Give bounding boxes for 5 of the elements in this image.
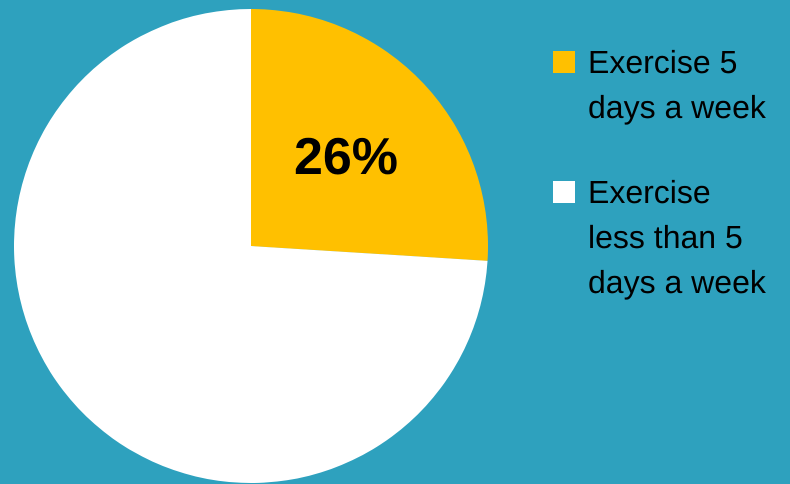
legend-label: Exercise 5 days a week bbox=[588, 44, 767, 125]
pie-slice bbox=[251, 9, 488, 261]
data-label: 26% bbox=[294, 128, 398, 186]
pie-slice bbox=[14, 9, 488, 483]
legend-label: Exercise less than 5 days a week bbox=[588, 174, 767, 300]
